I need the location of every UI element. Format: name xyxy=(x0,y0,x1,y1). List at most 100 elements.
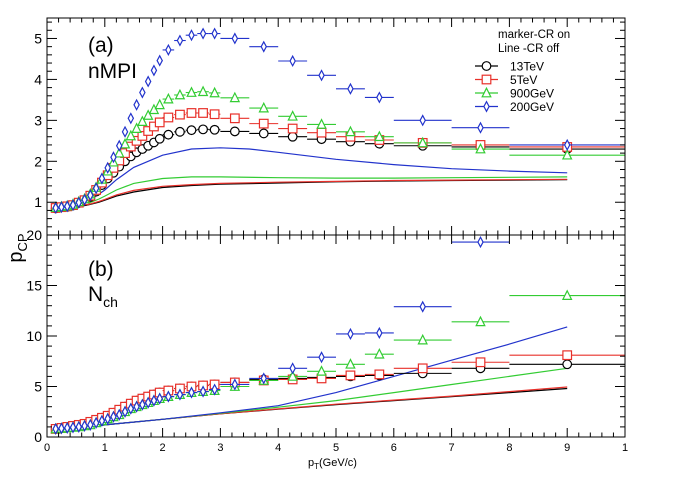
panel-b-point-200gev xyxy=(318,351,325,364)
panel-b-point-200gev xyxy=(98,414,106,427)
panel-a-point-200gev xyxy=(289,54,296,68)
panel-b-xtick-label: 2 xyxy=(160,442,166,454)
legend-label-900gev: 900GeV xyxy=(510,87,554,101)
panel-b-name-main: N xyxy=(88,283,103,306)
panel-a-point-900gev xyxy=(209,86,220,98)
panel-b-point-200gev xyxy=(231,378,239,391)
panel-b-ytick-label: 10 xyxy=(26,328,42,344)
panel-a-point-13tev xyxy=(175,126,185,137)
panel-a-name: nMPI xyxy=(88,60,137,83)
panel-a-point-900gev xyxy=(197,85,209,97)
panel-b-point-900gev xyxy=(345,358,356,369)
panel-b-ytick-label: 20 xyxy=(26,227,42,243)
panel-a-point-200gev xyxy=(318,69,325,82)
panel-a-point-5tev xyxy=(163,112,174,123)
legend-label-5tev: 5TeV xyxy=(510,73,537,87)
panel-a: 1 2 3 4 5 (a) nMPI xyxy=(34,17,626,236)
panel-b-xtick-label: 1 xyxy=(102,442,108,454)
svg-text:pCP: pCP xyxy=(5,233,30,262)
legend: marker-CR on Line -CR off 13TeV5TeV900Ge… xyxy=(475,29,570,114)
panel-a-point-200gev xyxy=(199,27,207,40)
panel-a-point-900gev xyxy=(287,110,298,121)
panel-a-point-5tev xyxy=(287,123,298,134)
panel-a-point-13tev xyxy=(287,131,298,142)
panel-a-point-200gev xyxy=(260,40,268,53)
panel-a-data-points xyxy=(50,27,625,215)
panel-a-point-5tev xyxy=(209,109,220,120)
panel-a-point-200gev xyxy=(165,43,172,57)
panel-b-point-200gev xyxy=(165,390,172,403)
y-axis-label-main: p xyxy=(5,251,27,262)
legend-marker-5tev xyxy=(481,74,492,85)
panel-a-ytick-label: 2 xyxy=(34,153,42,169)
panel-a-point-200gev xyxy=(176,34,184,47)
x-axis-label-main: p xyxy=(308,457,314,469)
panel-a-y-ticks: 1 2 3 4 5 xyxy=(34,21,625,236)
panel-a-point-900gev xyxy=(163,92,174,104)
panel-b-point-200gev xyxy=(477,236,484,249)
panel-b-xtick-label: 8 xyxy=(506,442,512,454)
panel-a-point-200gev xyxy=(150,64,158,77)
panel-b-xtick-label: 5 xyxy=(333,442,339,454)
panel-a-point-900gev xyxy=(174,88,186,100)
y-axis-label: pCP xyxy=(5,233,30,262)
panel-b-point-200gev xyxy=(139,398,146,411)
panel-a-point-200gev xyxy=(110,151,117,164)
panel-b-xtick-label: 7 xyxy=(449,442,455,454)
x-axis-label: pT(GeV/c) xyxy=(308,457,357,471)
panel-b-point-200gev xyxy=(144,396,152,409)
panel-b-point-200gev xyxy=(156,392,163,405)
panel-b-point-200gev xyxy=(347,327,354,341)
panel-a-point-200gev xyxy=(121,125,129,138)
panel-b-point-200gev xyxy=(115,408,123,421)
panel-a-point-200gev xyxy=(563,138,571,151)
legend-label-200gev: 200GeV xyxy=(510,100,554,114)
panel-a-point-200gev xyxy=(69,199,77,212)
x-axis-label-sub: T xyxy=(314,462,319,471)
panel-a-ytick-label: 1 xyxy=(34,194,42,210)
panel-b-point-200gev xyxy=(419,300,426,313)
panel-a-point-200gev xyxy=(419,114,426,127)
panel-b-point-200gev xyxy=(104,412,111,425)
panel-b-point-900gev xyxy=(287,370,298,381)
panel-a-tag: (a) xyxy=(88,34,114,57)
legend-marker-200gev xyxy=(483,100,490,113)
panel-a-point-900gev xyxy=(258,101,270,113)
panel-a-point-200gev xyxy=(231,32,239,45)
panel-a-point-200gev xyxy=(139,86,146,99)
panel-b-xtick-label: 3 xyxy=(217,442,223,454)
panel-b-point-900gev xyxy=(561,289,573,300)
panel-b-name: Nch xyxy=(88,283,118,310)
legend-header-1: marker-CR on xyxy=(498,29,570,41)
y-axis-label-sub: CP xyxy=(15,233,30,251)
panel-b-ytick-label: 5 xyxy=(34,379,42,395)
panel-a-point-900gev xyxy=(374,130,385,142)
panel-a-point-5tev xyxy=(316,127,327,138)
panel-b-point-5tev xyxy=(417,363,428,374)
panel-b-point-200gev xyxy=(376,326,383,340)
panel-a-x-ticks xyxy=(46,18,626,235)
panel-b-xtick-label: 6 xyxy=(391,442,397,454)
panel-a-point-13tev xyxy=(186,125,197,136)
panel-a-point-900gev xyxy=(154,98,165,110)
panel-b-point-5tev xyxy=(345,370,356,381)
panel-b-point-5tev xyxy=(562,350,573,361)
panel-a-point-200gev xyxy=(188,29,195,42)
panel-a-point-200gev xyxy=(133,98,140,111)
panel-b-point-200gev xyxy=(133,400,140,413)
panel-b-point-200gev xyxy=(260,372,268,385)
panel-a-point-200gev xyxy=(104,161,111,174)
panel-b-x-ticks: 0 1 2 3 4 5 6 7 8 9 1 xyxy=(44,235,628,454)
panel-a-point-13tev xyxy=(209,124,220,135)
panel-a-point-5tev xyxy=(175,109,185,120)
legend-marker-900gev xyxy=(481,86,492,98)
panel-a-point-200gev xyxy=(58,201,65,214)
panel-a-point-13tev xyxy=(154,133,165,144)
panel-a-point-200gev xyxy=(87,189,94,202)
panel-b-point-200gev xyxy=(52,422,59,435)
legend-header-2: Line -CR off xyxy=(498,43,560,55)
panel-a-point-200gev xyxy=(115,139,123,152)
panel-b-name-sub: ch xyxy=(103,294,118,310)
panel-b-tag: (b) xyxy=(88,258,114,281)
panel-a-point-900gev xyxy=(561,149,573,160)
